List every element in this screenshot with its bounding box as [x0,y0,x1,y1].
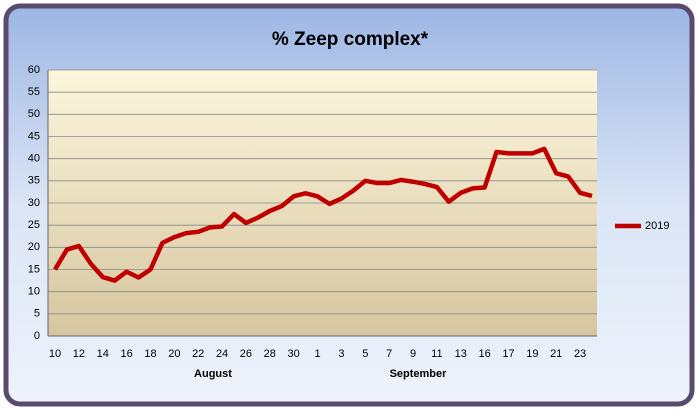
x-tick-label: 18 [144,348,156,360]
x-tick-label: 20 [168,348,180,360]
x-tick-label: 11 [431,348,442,360]
y-tick-label: 0 [34,330,40,342]
legend-label: 2019 [645,220,669,232]
x-tick-label: 16 [478,348,490,360]
x-tick-label: 23 [574,348,586,360]
x-tick-label: 26 [240,348,252,360]
x-tick-label: 7 [386,348,392,360]
x-tick-label: 17 [502,348,514,360]
x-tick-label: 1 [314,348,320,360]
x-group-label: September [390,368,448,380]
x-tick-label: 30 [288,348,300,360]
x-tick-label: 19 [526,348,538,360]
x-tick-label: 12 [73,348,85,360]
y-tick-label: 45 [28,130,40,142]
x-tick-label: 5 [362,348,368,360]
y-tick-label: 5 [34,308,40,320]
chart-title: % Zeep complex* [272,29,429,50]
x-tick-label: 28 [264,348,276,360]
x-tick-label: 24 [216,348,228,360]
x-tick-label: 13 [455,348,467,360]
x-tick-label: 3 [338,348,344,360]
y-tick-label: 40 [28,153,40,165]
x-tick-label: 10 [49,348,61,360]
y-tick-label: 50 [28,108,40,120]
y-tick-label: 60 [28,64,40,76]
line [53,146,593,283]
y-tick-label: 25 [28,219,40,231]
x-tick-label: 21 [550,348,562,360]
x-group-label: August [194,368,232,380]
x-tick-label: 16 [120,348,132,360]
y-tick-label: 30 [28,197,40,209]
y-tick-label: 20 [28,241,40,253]
x-tick-label: 9 [410,348,416,360]
x-tick-label: 22 [192,348,204,360]
y-tick-label: 55 [28,86,40,98]
y-tick-label: 35 [28,175,40,187]
y-tick-label: 10 [28,286,40,298]
x-tick-label: 14 [97,348,109,360]
y-tick-label: 15 [28,263,40,275]
